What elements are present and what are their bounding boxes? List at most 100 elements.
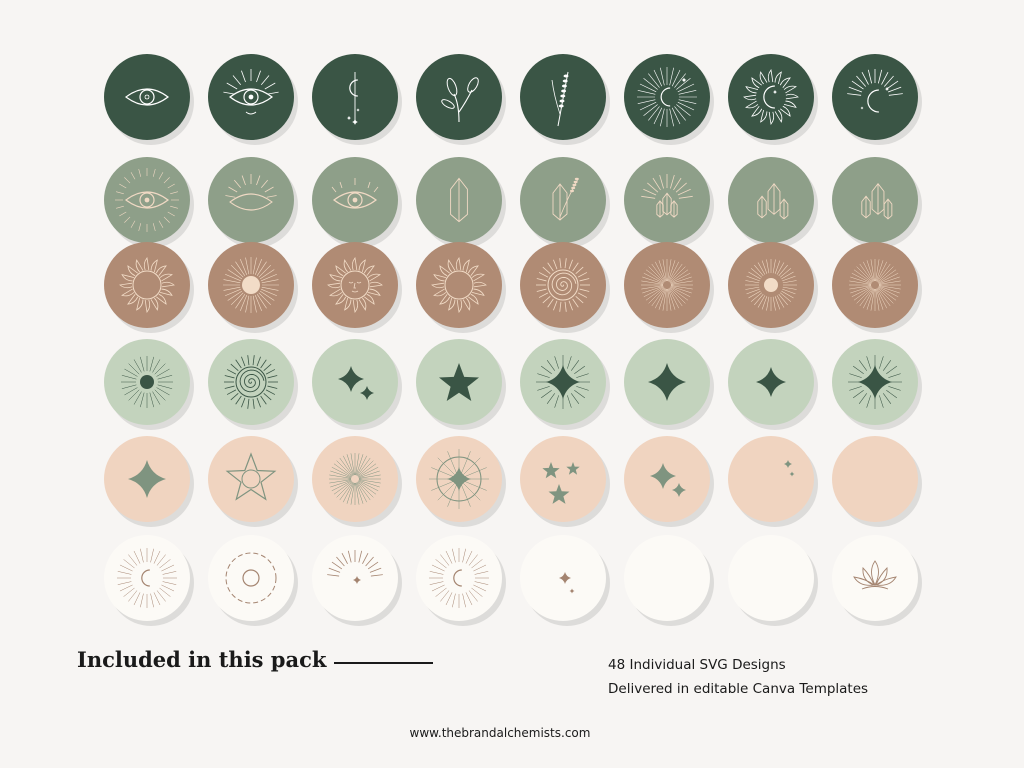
sun-rays-icon [223,257,279,313]
icon-circle [208,157,294,243]
crystal-lavender-icon [552,177,579,221]
icon-circle [832,54,918,140]
icon-circle [728,535,814,621]
icon-circle [416,54,502,140]
sun-dot-rays-icon [121,356,173,408]
icon-circle [832,436,918,522]
icon-circle [416,339,502,425]
eye-icon [125,88,169,106]
icon-circle [208,535,294,621]
eye-lashes-icon [331,178,379,209]
sparkle-rays-icon [536,355,590,409]
sun-burst-icon [641,259,693,311]
icon-circle [832,535,918,621]
icon-circle [416,157,502,243]
moon-pendant-icon [347,72,360,125]
compass-icon [429,449,489,509]
sparkle-icon [128,460,166,498]
icon-circle [208,54,294,140]
icon-circle [312,339,398,425]
sun-face-icon [327,257,383,313]
icon-circle [520,436,606,522]
icon-circle [520,339,606,425]
icon-circle [832,242,918,328]
icon-circle [208,339,294,425]
sun-burst-icon [849,259,901,311]
crescent-rays-icon [429,548,489,608]
spiral-sun-icon [536,258,590,312]
sun-flame-icon [431,257,487,313]
crescent-moon-icon [861,458,883,500]
icon-circle [624,157,710,243]
icon-circle [312,535,398,621]
icon-circle [312,54,398,140]
two-sparkles-icon [650,463,686,497]
icon-circle [312,242,398,328]
icon-circle [728,54,814,140]
crescent-rays-icon [117,548,177,608]
icon-circle [624,339,710,425]
sparkle-rays-icon [848,355,902,409]
icon-circle [520,157,606,243]
icon-circle [728,242,814,328]
leaf-sprig-icon [441,77,479,123]
feature-svg-count: 48 Individual SVG Designs [608,657,786,673]
crystal-cluster-icon [861,182,893,220]
crescent-moon-icon [757,557,779,599]
icon-circle [416,436,502,522]
crescent-dashed-icon [225,552,277,604]
sun-star-icon [225,452,277,501]
star-icon [439,363,479,401]
eye-rays-icon [115,168,179,232]
moon-stars-icon [757,460,795,498]
crystal-cluster-icon [757,182,789,220]
lotus-icon [853,560,897,590]
sparkle-small-icon [756,367,786,397]
icon-circle [104,54,190,140]
moon-rays-icon [847,69,903,113]
icon-circle [520,242,606,328]
crescent-sparkle-icon [548,556,575,600]
icon-circle [208,242,294,328]
icon-circle [728,339,814,425]
icon-circle [832,339,918,425]
crescent-sparkle-rays-icon [327,550,383,593]
icon-circle [312,157,398,243]
two-sparkles-icon [338,366,374,400]
website-url: www.thebrandalchemists.com [409,726,591,740]
feature-canva-templates: Delivered in editable Canva Templates [608,681,869,697]
sun-flame-icon [119,257,175,313]
icon-circle [728,436,814,522]
eye-crown-icon [223,69,279,115]
icon-circle [832,157,918,243]
crystal-cluster-rays-icon [641,174,693,218]
sun-burst-icon [329,453,381,505]
heading-underline [334,662,433,664]
spiral-sun-icon [224,355,278,409]
icon-circle [416,535,502,621]
icon-circle [520,535,606,621]
icon-circle [624,242,710,328]
eye-moon-icon [225,174,277,211]
icon-circle [104,339,190,425]
icon-circle [416,242,502,328]
crescent-moon-icon [653,557,675,599]
icon-circle [312,436,398,522]
icon-circle [520,54,606,140]
sparkle-icon [648,363,686,401]
icon-circle [624,54,710,140]
icon-circle [728,157,814,243]
icon-circle [624,436,710,522]
icon-circle [104,157,190,243]
lavender-sprig-icon [551,71,569,127]
three-stars-icon [542,462,580,504]
crystal-icon [450,177,468,223]
icon-circle [104,436,190,522]
icon-grid [104,54,918,621]
pack-heading: Included in this pack [77,647,327,672]
sun-crescent-icon [637,67,697,127]
icon-circle [208,436,294,522]
sun-moon-icon [743,69,799,125]
icon-circle [104,535,190,621]
sun-dot-icon [745,259,797,311]
